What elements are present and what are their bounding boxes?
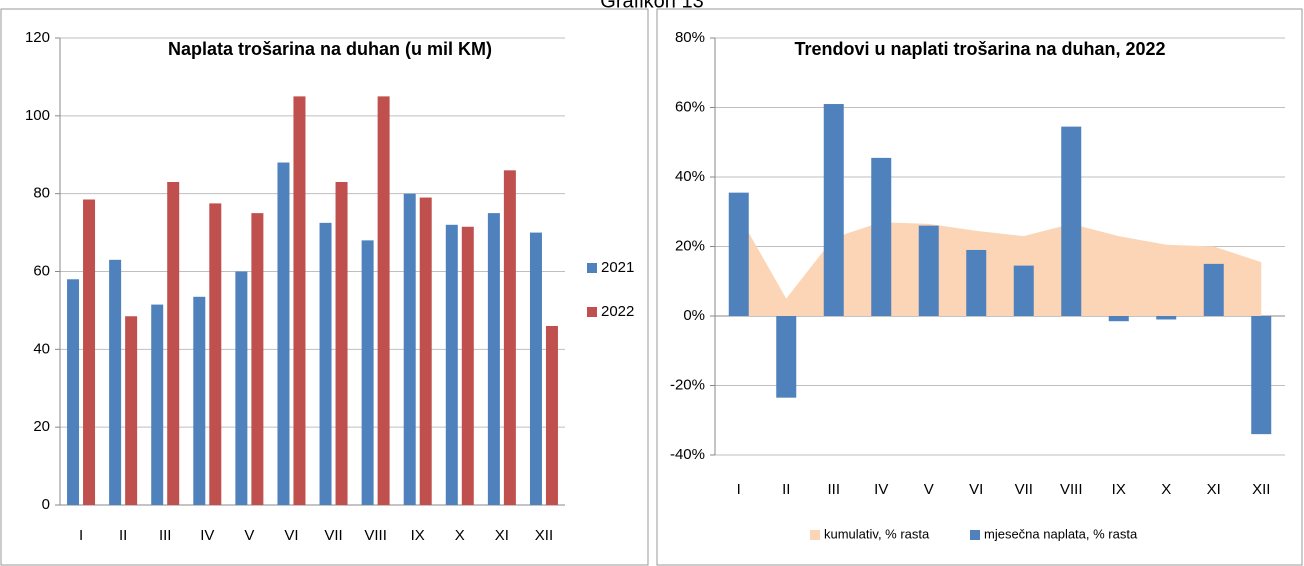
x-tick-label: IX (411, 527, 425, 544)
page-title: Grafikon 13 (600, 0, 703, 12)
x-tick-label: VI (969, 481, 983, 498)
x-tick-label: V (924, 481, 934, 498)
y-tick-label: 0% (683, 307, 705, 324)
bar (109, 259, 122, 505)
x-tick-label: VIII (364, 527, 387, 544)
x-tick-label: XII (1252, 481, 1270, 498)
bar (966, 249, 987, 316)
bar (377, 96, 390, 505)
panel-border (0, 8, 649, 566)
x-tick-label: XI (495, 527, 509, 544)
y-tick-label: 80 (33, 185, 50, 202)
bar (361, 240, 374, 505)
y-tick-label: -40% (670, 446, 705, 463)
bar (728, 192, 749, 316)
x-tick-label: XI (1207, 481, 1221, 498)
legend-swatch (970, 530, 980, 540)
y-tick-label: 20% (675, 237, 705, 254)
x-tick-label: IV (200, 527, 214, 544)
x-tick-label: IX (1112, 481, 1126, 498)
chart-title: Naplata trošarina na duhan (u mil KM) (168, 39, 492, 59)
x-tick-label: I (737, 481, 741, 498)
y-tick-label: 80% (675, 29, 705, 46)
bar (1061, 126, 1082, 316)
bar (277, 162, 290, 506)
y-tick-label: 60 (33, 262, 50, 279)
panel-border (656, 8, 1303, 566)
x-tick-label: III (827, 481, 840, 498)
bar (1013, 265, 1034, 316)
bar (335, 181, 348, 505)
bar (1251, 316, 1272, 435)
x-tick-label: IV (874, 481, 888, 498)
legend-swatch (587, 307, 597, 317)
bar (918, 225, 939, 316)
bar (167, 181, 180, 505)
bar (193, 296, 206, 505)
legend-swatch (810, 530, 820, 540)
x-tick-label: VII (1015, 481, 1033, 498)
bar (445, 224, 458, 506)
bar (487, 213, 500, 505)
bar (403, 193, 416, 505)
bar (823, 104, 844, 317)
bar (235, 271, 248, 505)
x-tick-label: I (79, 527, 83, 544)
x-tick-label: II (782, 481, 790, 498)
bar (151, 304, 164, 505)
bar (319, 222, 332, 505)
bar (545, 325, 558, 505)
legend-label: mjesečna naplata, % rasta (984, 526, 1138, 541)
y-tick-label: 20 (33, 418, 50, 435)
x-tick-label: X (1161, 481, 1171, 498)
legend-label: 2021 (601, 259, 634, 276)
x-tick-label: X (455, 527, 465, 544)
x-tick-label: XII (535, 527, 553, 544)
bar (1108, 316, 1129, 322)
bar (83, 199, 96, 506)
y-tick-label: 100 (25, 107, 50, 124)
bar (503, 170, 516, 506)
bar (776, 316, 797, 398)
bar (1156, 316, 1177, 320)
x-tick-label: II (119, 527, 127, 544)
bar (293, 96, 306, 505)
legend-label: 2022 (601, 303, 634, 320)
legend-swatch (587, 263, 597, 273)
y-tick-label: 0 (42, 496, 50, 513)
bar (419, 197, 432, 505)
x-tick-label: V (244, 527, 254, 544)
bar (1203, 263, 1224, 316)
y-tick-label: 40% (675, 168, 705, 185)
x-tick-label: VII (324, 527, 342, 544)
y-tick-label: 40 (33, 340, 50, 357)
bar (461, 226, 474, 505)
chart-title: Trendovi u naplati trošarina na duhan, 2… (794, 39, 1165, 59)
x-tick-label: VI (284, 527, 298, 544)
y-tick-label: 120 (25, 29, 50, 46)
bar (209, 203, 222, 506)
bar (125, 316, 138, 505)
bar (67, 279, 80, 505)
y-tick-label: -20% (670, 376, 705, 393)
y-tick-label: 60% (675, 98, 705, 115)
x-tick-label: III (159, 527, 172, 544)
area (738, 215, 1262, 316)
legend-label: kumulativ, % rasta (824, 526, 930, 541)
bar (529, 232, 542, 506)
bar (871, 157, 892, 316)
x-tick-label: VIII (1060, 481, 1083, 498)
bar (251, 213, 264, 505)
